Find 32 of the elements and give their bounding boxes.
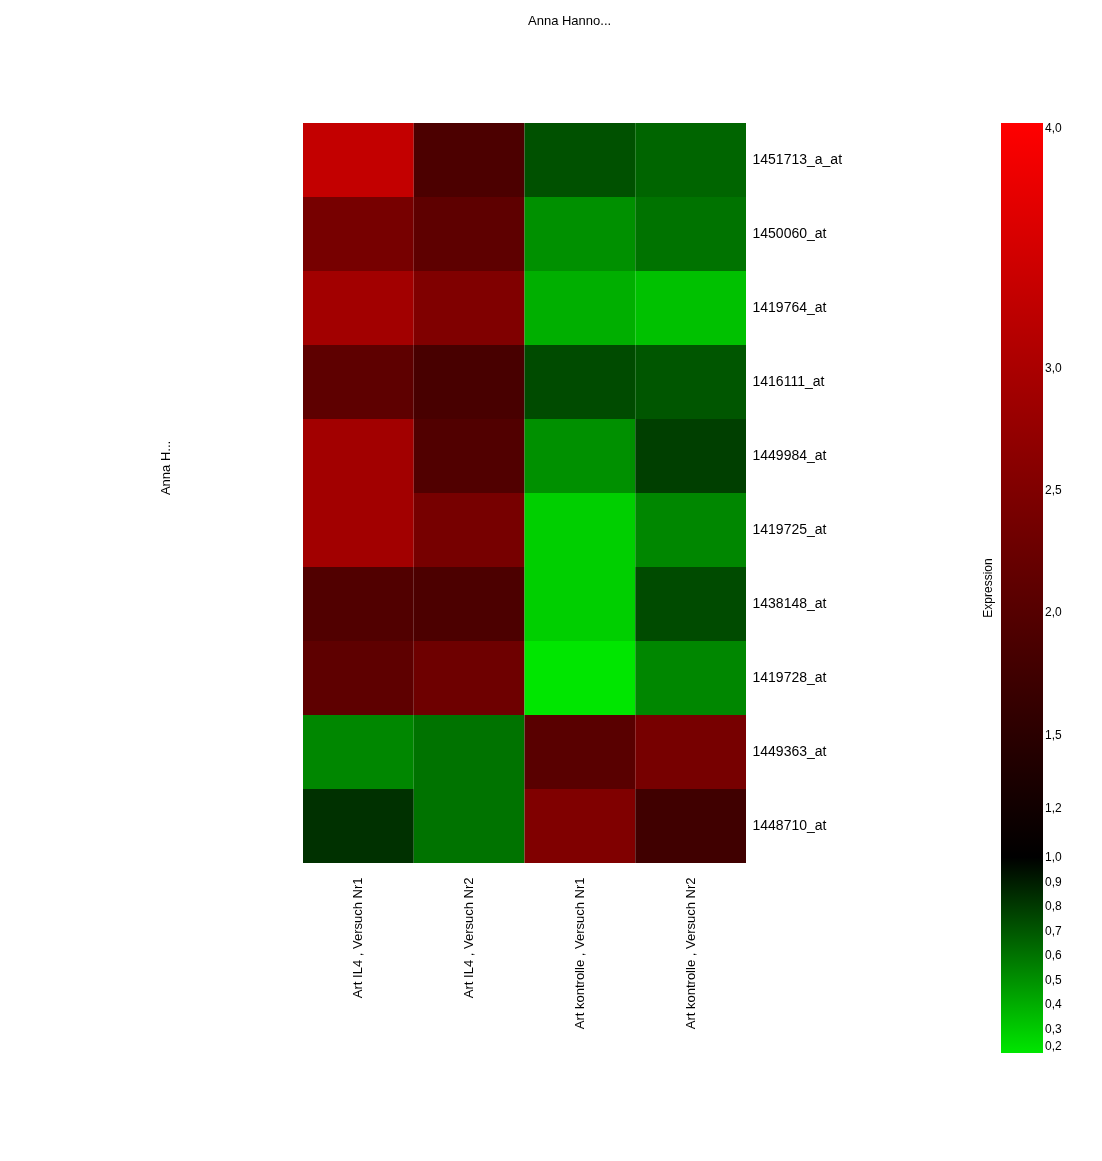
y-tick-label: 1416111_at bbox=[752, 373, 825, 389]
y-tick-label: 1449363_at bbox=[752, 743, 827, 759]
color-bar-label: 0,8 bbox=[1045, 899, 1063, 914]
color-bar-label: 1,0 bbox=[1045, 850, 1063, 865]
y-tick-label: 1450060_at bbox=[752, 225, 827, 241]
y-tick-label: 1419728_at bbox=[752, 669, 827, 685]
text: Anna H... bbox=[158, 440, 173, 496]
x-tick-label: Art kontrolle , Versuch Nr2 bbox=[682, 877, 698, 1030]
y-tick-label: 1419725_at bbox=[752, 521, 827, 537]
color-bar-label: 2,5 bbox=[1045, 483, 1063, 498]
color-bar-label: 3,0 bbox=[1045, 360, 1063, 375]
y-tick-label: 1419764_at bbox=[752, 299, 827, 315]
x-tick-label: Art kontrolle , Versuch Nr1 bbox=[571, 877, 587, 1030]
color-bar-label: 2,0 bbox=[1045, 605, 1063, 620]
color-bar-label: 1,2 bbox=[1045, 801, 1063, 816]
x-tick-label: Art IL4 , Versuch Nr2 bbox=[461, 877, 477, 999]
y-tick-label: 1449984_at bbox=[752, 447, 827, 463]
x-tick-label: Art IL4 , Versuch Nr1 bbox=[350, 877, 366, 999]
y-tick-label: 1438148_at bbox=[752, 595, 827, 611]
color-bar-label: 0,4 bbox=[1045, 997, 1063, 1012]
color-bar-label: 0,3 bbox=[1045, 1021, 1063, 1036]
color-bar-title: Expression bbox=[981, 558, 995, 618]
color-bar-label: 0,5 bbox=[1045, 972, 1063, 987]
color-bar-label: 0,9 bbox=[1045, 874, 1063, 889]
y-tick-label: 1448710_at bbox=[752, 817, 827, 833]
color-bar-label: 0,6 bbox=[1045, 948, 1063, 963]
color-bar-label: 4,0 bbox=[1045, 121, 1063, 135]
y-tick-label: 1451713_a_at bbox=[752, 151, 843, 167]
color-bar-label: 0,7 bbox=[1045, 923, 1063, 938]
color-bar-label: 0,2 bbox=[1045, 1039, 1063, 1053]
text: Anna Hanno... bbox=[528, 13, 612, 28]
color-bar-label: 1,5 bbox=[1045, 727, 1063, 742]
